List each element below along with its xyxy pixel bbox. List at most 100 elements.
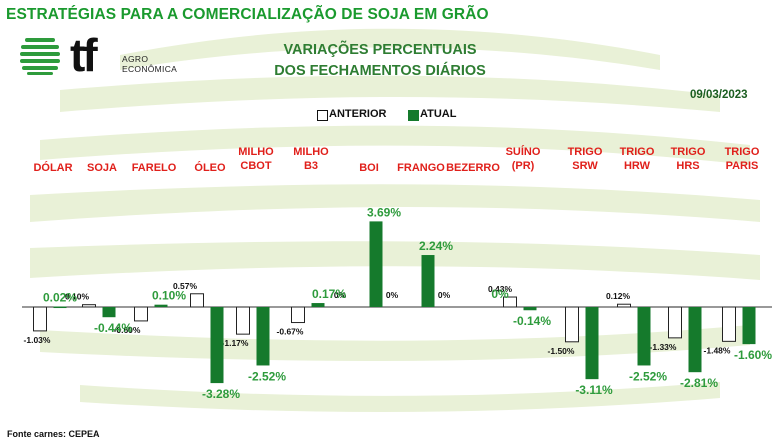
- category-label: MILHO B3: [293, 146, 329, 172]
- data-label-atual: -2.52%: [629, 369, 667, 383]
- data-label-atual: -0.44%: [94, 321, 132, 335]
- category-label-line: TRIGO: [725, 146, 760, 158]
- bar-anterior: [668, 306, 682, 339]
- bar-atual: [585, 307, 599, 380]
- category-label: TRIGO SRW: [568, 146, 603, 172]
- bar-anterior: [33, 306, 47, 332]
- bar-atual: [637, 307, 651, 366]
- category-label: SUÍNO (PR): [506, 145, 541, 172]
- data-label-atual: 0.02%: [43, 291, 77, 305]
- data-label-anterior: 0.10%: [65, 292, 90, 302]
- legend-swatch-atual: [408, 110, 419, 121]
- category-label-line: BEZERRO: [446, 162, 500, 174]
- bar-atual: [421, 255, 435, 307]
- chart-date: 09/03/2023: [690, 89, 748, 101]
- data-label-atual: 0.10%: [152, 289, 186, 303]
- category-label-line: ÓLEO: [194, 161, 226, 174]
- category-label-line: MILHO: [293, 146, 329, 158]
- category-label: FRANGO: [397, 162, 445, 174]
- data-label-atual: 0.17%: [312, 287, 346, 301]
- bar-anterior: [291, 306, 305, 324]
- logo-line-1: AGRO: [122, 54, 149, 64]
- category-label: TRIGO HRW: [620, 146, 655, 172]
- data-label-anterior: 0.43%: [488, 284, 513, 294]
- bar-anterior: [134, 306, 148, 322]
- data-label-atual: -2.81%: [680, 376, 718, 390]
- category-label: SOJA: [87, 162, 117, 174]
- logo-line-2: ECONÔMICA: [122, 64, 178, 74]
- bar-anterior: [565, 306, 579, 343]
- bar-atual: [369, 221, 383, 307]
- data-label-atual: 0%: [491, 287, 509, 301]
- legend-swatch-anterior: [317, 110, 328, 121]
- chart-title: VARIAÇÕES PERCENTUAIS: [283, 42, 477, 58]
- leaf-globe-icon: [17, 32, 65, 80]
- category-label-line: HRS: [676, 160, 699, 172]
- data-label-anterior: 0.57%: [173, 281, 198, 291]
- category-label-line: SUÍNO: [506, 145, 541, 158]
- category-label: MILHO CBOT: [238, 146, 274, 172]
- data-label-atual: 3.69%: [367, 205, 401, 219]
- data-label-anterior: 0%: [386, 290, 399, 300]
- bar-anterior: [722, 306, 736, 342]
- category-label: TRIGO HRS: [671, 146, 706, 172]
- legend-label-atual: ATUAL: [420, 108, 457, 120]
- bar-atual: [523, 307, 537, 311]
- chart-subtitle: DOS FECHAMENTOS DIÁRIOS: [274, 63, 486, 79]
- data-label-atual: 2.24%: [419, 239, 453, 253]
- category-label-line: MILHO: [238, 146, 274, 158]
- bar-atual: [688, 307, 702, 373]
- logo-mark: tf: [70, 29, 98, 81]
- data-label-anterior: -0.60%: [114, 325, 141, 335]
- data-label-anterior: 0%: [438, 290, 451, 300]
- category-label-line: SOJA: [87, 162, 117, 174]
- data-label-atual: -1.60%: [734, 348, 772, 362]
- bar-anterior: [236, 306, 250, 335]
- page-title: ESTRATÉGIAS PARA A COMERCIALIZAÇÃO DE SO…: [6, 6, 489, 23]
- data-label-anterior: -1.48%: [704, 345, 731, 355]
- category-label-line: HRW: [624, 160, 651, 172]
- category-label: DÓLAR: [33, 161, 72, 174]
- category-label-line: CBOT: [240, 160, 271, 172]
- data-label-atual: -3.28%: [202, 387, 240, 401]
- category-label-line: SRW: [572, 160, 598, 172]
- bar-atual: [742, 307, 756, 345]
- data-label-anterior: -1.50%: [548, 346, 575, 356]
- category-label-line: FRANGO: [397, 162, 445, 174]
- category-label-line: TRIGO: [568, 146, 603, 158]
- source-note: Fonte carnes: CEPEA: [7, 429, 100, 439]
- bar-anterior: [190, 293, 204, 308]
- category-label: ÓLEO: [194, 161, 226, 174]
- data-label-atual: -0.14%: [513, 314, 551, 328]
- bar-atual: [53, 306, 67, 309]
- bar-atual: [311, 303, 325, 307]
- category-label-line: BOI: [359, 162, 379, 174]
- category-label-line: TRIGO: [620, 146, 655, 158]
- data-label-anterior: -1.33%: [650, 342, 677, 352]
- bar-atual: [210, 307, 224, 384]
- category-label: BEZERRO: [446, 162, 500, 174]
- category-label: BOI: [359, 162, 379, 174]
- category-label-line: PARIS: [726, 160, 759, 172]
- category-label-line: B3: [304, 160, 318, 172]
- category-label-line: TRIGO: [671, 146, 706, 158]
- data-label-atual: -2.52%: [248, 369, 286, 383]
- logo-subtitle: AGRO ECONÔMICA: [122, 54, 177, 74]
- category-label-line: FARELO: [132, 162, 177, 174]
- category-label-line: DÓLAR: [33, 161, 72, 174]
- data-label-anterior: -0.67%: [277, 327, 304, 337]
- bar-atual: [102, 307, 116, 318]
- data-label-anterior: 0.12%: [606, 291, 631, 301]
- data-label-atual: -3.11%: [575, 383, 613, 397]
- data-label-anterior: 0%: [334, 290, 347, 300]
- bar-atual: [154, 304, 168, 307]
- category-label-line: (PR): [512, 160, 535, 172]
- data-label-anterior: -1.03%: [24, 335, 51, 345]
- bar-anterior: [82, 304, 96, 308]
- bar-anterior: [503, 296, 517, 308]
- bar-atual: [256, 307, 270, 366]
- data-label-anterior: -1.17%: [222, 338, 249, 348]
- bar-anterior: [617, 303, 631, 308]
- category-label: FARELO: [132, 162, 177, 174]
